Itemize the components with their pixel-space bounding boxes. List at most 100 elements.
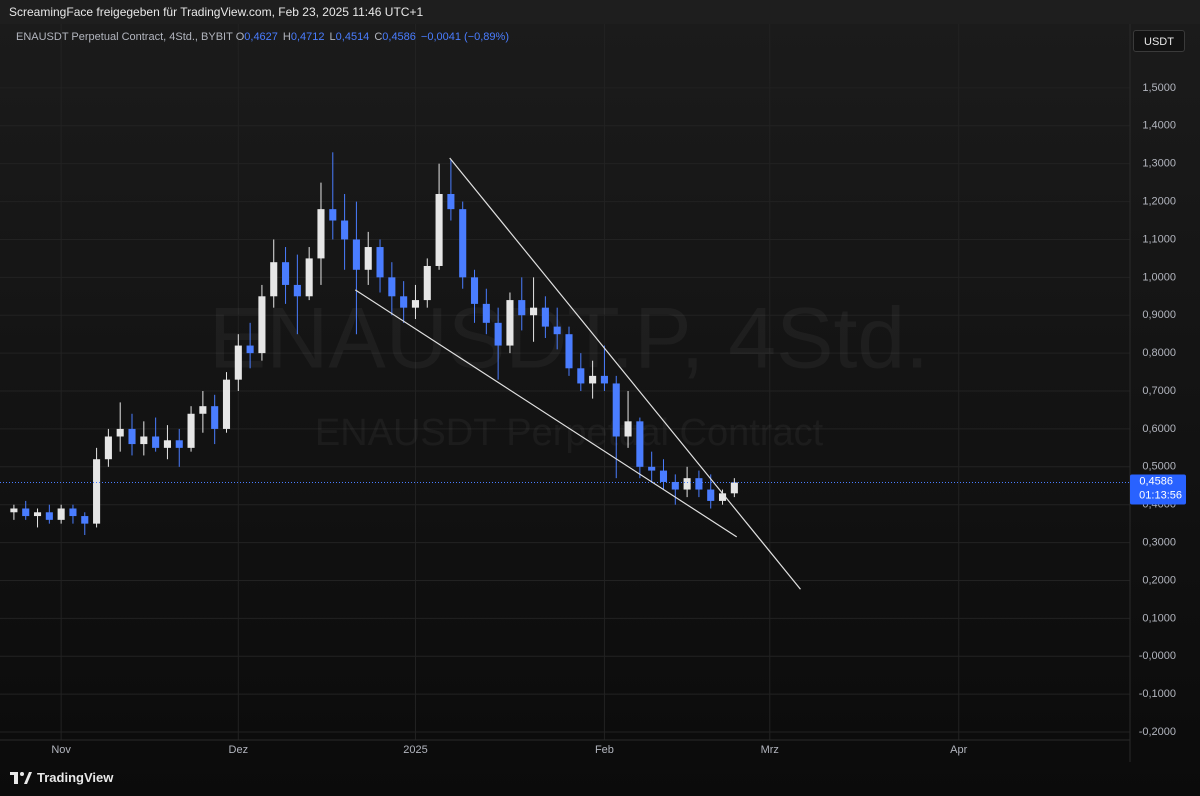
- candle-body: [128, 428, 136, 445]
- candle-body: [577, 368, 585, 384]
- candle-body: [352, 239, 360, 270]
- change: −0,0041 (−0,89%): [420, 31, 509, 43]
- candle-body: [116, 428, 124, 437]
- y-tick-label: 0,1000: [1142, 612, 1176, 624]
- candle-body: [10, 508, 18, 513]
- candle-body: [636, 421, 644, 467]
- y-tick-label: 1,5000: [1142, 82, 1176, 94]
- countdown: 01:13:56: [1139, 489, 1182, 501]
- candle-body: [305, 258, 313, 297]
- y-tick-label: 1,4000: [1142, 120, 1176, 132]
- candle-body: [718, 493, 727, 501]
- candle-body: [282, 262, 290, 285]
- candle-body: [270, 262, 278, 297]
- candle-body: [648, 466, 656, 471]
- candle-body: [600, 375, 608, 384]
- candle-body: [506, 300, 514, 346]
- candle-body: [341, 220, 349, 240]
- candle-body: [423, 265, 431, 301]
- candle-body: [45, 512, 53, 520]
- candle-body: [140, 436, 148, 445]
- x-tick-label: Apr: [950, 744, 967, 756]
- ohlc-label: L: [329, 31, 336, 43]
- y-tick-label: 0,2000: [1142, 574, 1176, 586]
- candle-body: [707, 489, 715, 501]
- y-tick-label: 1,2000: [1142, 195, 1176, 207]
- symbol-legend: ENAUSDT Perpetual Contract, 4Std., BYBIT…: [16, 31, 514, 43]
- y-tick-label: -0,0000: [1139, 650, 1176, 662]
- y-tick-label: 0,7000: [1142, 385, 1176, 397]
- candle-body: [376, 247, 384, 278]
- y-tick-label: 0,6000: [1142, 423, 1176, 435]
- candle-body: [222, 379, 231, 429]
- candle-body: [211, 406, 219, 429]
- ohlc-value: 0,4627: [244, 31, 278, 43]
- y-tick-label: 1,3000: [1142, 158, 1176, 170]
- candle-body: [447, 193, 455, 210]
- symbol: ENAUSDT Perpetual Contract, 4Std., BYBIT: [16, 31, 233, 43]
- y-tick-label: 0,8000: [1142, 347, 1176, 359]
- candle-body: [93, 459, 101, 524]
- candle-body: [163, 440, 171, 448]
- watermark-subtitle: ENAUSDT Perpetual Contract: [315, 412, 824, 454]
- candle-body: [388, 277, 396, 297]
- candle-body: [69, 508, 77, 517]
- candle-body: [317, 209, 325, 259]
- y-tick-label: 0,5000: [1142, 461, 1176, 473]
- currency-button[interactable]: USDT: [1133, 30, 1185, 52]
- y-tick-label: 1,1000: [1142, 233, 1176, 245]
- ohlc-value: 0,4586: [382, 31, 416, 43]
- candle-body: [671, 481, 679, 490]
- x-tick-label: Mrz: [761, 744, 779, 756]
- candle-body: [459, 209, 467, 278]
- candle-body: [57, 508, 65, 520]
- candle-body: [33, 512, 42, 517]
- ohlc-value: 0,4514: [335, 31, 370, 43]
- candle-body: [695, 478, 703, 490]
- x-tick-label: Nov: [51, 744, 71, 756]
- candle-body: [470, 277, 479, 304]
- ohlc-label: H: [282, 31, 291, 43]
- candle-body: [81, 516, 89, 524]
- x-tick-label: Feb: [595, 744, 614, 756]
- candle-body: [565, 334, 573, 369]
- price-tag-label: 0,4586: [1139, 475, 1173, 487]
- ohlc-value: 0,4712: [290, 31, 325, 43]
- y-tick-label: 1,0000: [1142, 271, 1176, 283]
- ohlc-label: O: [235, 31, 245, 43]
- logo-icon: [10, 771, 32, 784]
- candle-body: [730, 482, 738, 494]
- candle-body: [518, 300, 526, 316]
- candle-body: [482, 303, 490, 323]
- candle-body: [435, 193, 443, 266]
- candle-body: [199, 406, 207, 414]
- candle-body: [494, 322, 502, 346]
- y-tick-label: -0,1000: [1139, 688, 1176, 700]
- trendline: [354, 289, 738, 538]
- candle-body: [530, 307, 538, 316]
- ohlc-label: C: [374, 31, 383, 43]
- price-tag: [1130, 474, 1186, 505]
- background: [0, 24, 1200, 796]
- candle-body: [612, 383, 620, 437]
- candle-body: [175, 440, 183, 448]
- share-bar: ScreamingFace freigegeben für TradingVie…: [0, 0, 1200, 24]
- candle-body: [258, 296, 266, 354]
- candle-body: [364, 247, 372, 270]
- y-tick-label: -0,2000: [1139, 726, 1176, 738]
- candle-body: [624, 421, 632, 437]
- candle-body: [293, 284, 301, 297]
- candle-body: [187, 413, 195, 448]
- candle-body: [411, 300, 420, 308]
- logo-text: TradingView: [37, 770, 114, 785]
- x-tick-label: Dez: [229, 744, 249, 756]
- candle-body: [400, 296, 408, 308]
- candle-body: [104, 436, 112, 460]
- candle-body: [246, 345, 254, 354]
- candle-body: [683, 478, 691, 490]
- x-tick-label: 2025: [403, 744, 427, 756]
- candle-body: [329, 209, 337, 221]
- candle-body: [659, 470, 668, 482]
